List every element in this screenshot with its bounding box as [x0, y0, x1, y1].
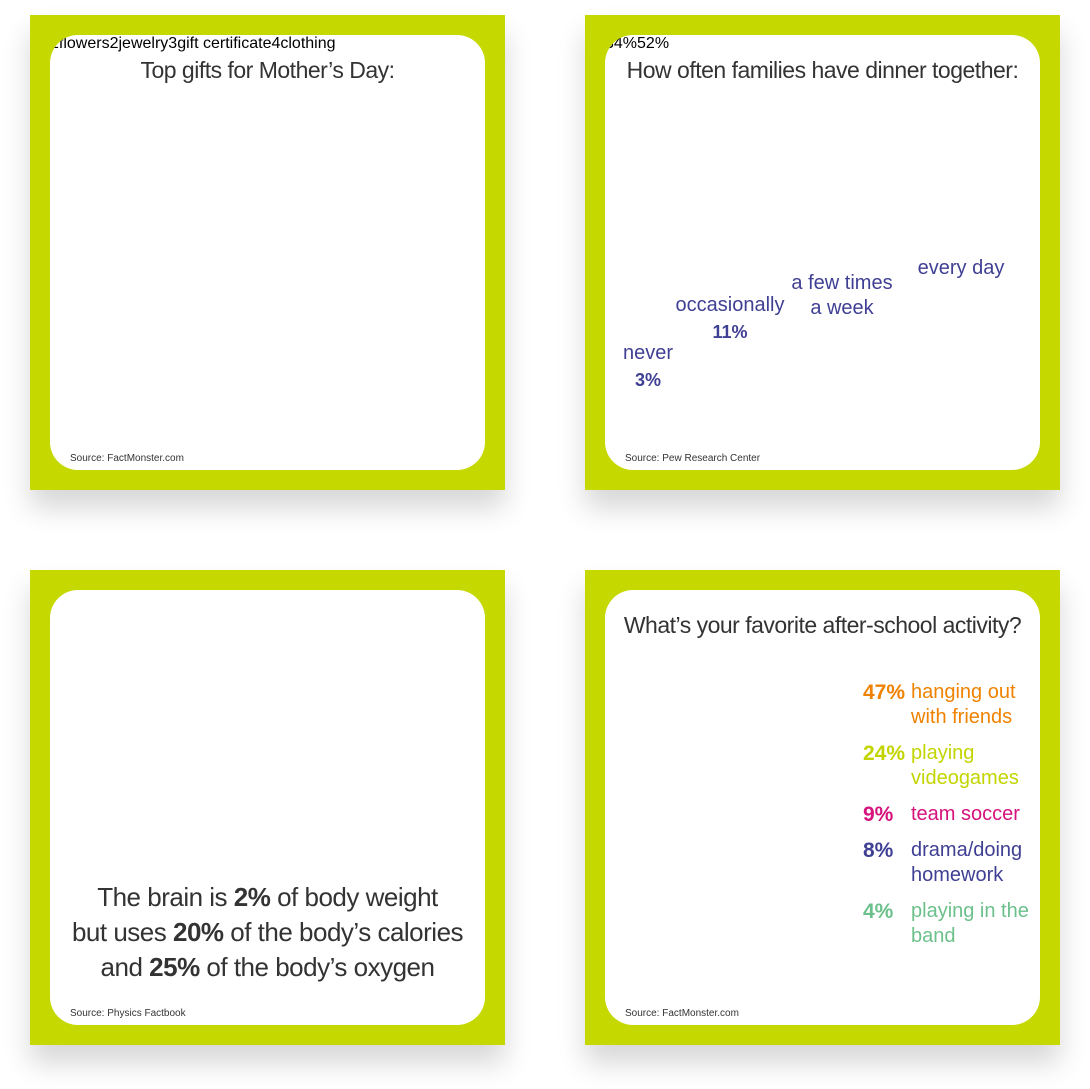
panel: 34%52% How often families have dinner tog…: [605, 35, 1040, 470]
bubble-label: every day: [891, 256, 1031, 281]
panel-frame: Source: Physics Factbook The brain is 2% …: [30, 570, 505, 1045]
rank-number: 1: [50, 35, 59, 52]
caption-text: but uses: [71, 917, 173, 947]
legend-label: team soccer: [911, 803, 1020, 825]
legend-item: 4% playing in the band: [863, 899, 1033, 949]
category-label: never: [622, 342, 674, 365]
caption-text: of body weight: [270, 882, 438, 912]
value-label: 52%: [637, 35, 670, 52]
caption-text: and: [100, 952, 150, 982]
caption-figure: 2%: [233, 882, 271, 912]
legend-value: 4%: [863, 900, 894, 923]
legend-item: 24% playing videogames: [863, 741, 1033, 791]
panel-graphic: 1flowers2jewelry3gift certificate4clothi…: [50, 35, 336, 53]
category-label: a few times a week: [791, 272, 893, 320]
value-label: 11%: [712, 321, 748, 342]
panel-source: Source: FactMonster.com: [625, 1008, 739, 1019]
legend-value: 47%: [863, 681, 906, 704]
legend-label: hanging out with friends: [911, 681, 1016, 728]
legend-value: 9%: [863, 803, 894, 826]
caption-text: The brain is: [97, 882, 234, 912]
panel-source: Source: Pew Research Center: [625, 453, 761, 464]
ranking-label: gift certificate: [177, 35, 272, 52]
panel-title: What’s your favorite after-school activi…: [623, 612, 1022, 638]
caption-figure: 20%: [172, 917, 224, 947]
panel-source: Source: Physics Factbook: [70, 1008, 186, 1019]
bubble-label: never 3%: [605, 341, 718, 391]
caption-line: and 25% of the body’s oxygen: [50, 952, 485, 983]
category-label: occasionally: [675, 293, 785, 316]
legend-label: playing in the band: [911, 900, 1029, 947]
panel-source: Source: FactMonster.com: [70, 453, 184, 464]
rank-number: 3: [168, 35, 178, 52]
caption-text: of the body’s calories: [223, 917, 464, 947]
panel: 1flowers2jewelry3gift certificate4clothi…: [50, 35, 485, 470]
value-label: 34%: [605, 35, 638, 52]
legend-label: playing videogames: [911, 742, 1019, 789]
panel: What’s your favorite after-school activi…: [605, 590, 1040, 1025]
legend-item: 47% hanging out with friends: [863, 680, 1033, 730]
rank-number: 2: [109, 35, 119, 52]
legend: 47% hanging out with friends 24% playing vi…: [863, 680, 1033, 960]
caption-line: The brain is 2% of body weight: [50, 882, 485, 913]
value-label: 3%: [634, 370, 661, 391]
panel-frame: What’s your favorite after-school activi…: [585, 570, 1060, 1045]
panel-title: How often families have dinner together:: [626, 57, 1019, 83]
legend-value: 8%: [863, 839, 894, 862]
caption-line: but uses 20% of the body’s calories: [50, 917, 485, 948]
panel-title: Top gifts for Mother’s Day:: [140, 57, 395, 83]
ranking-label: clothing: [280, 35, 336, 52]
caption-text: of the body’s oxygen: [199, 952, 435, 982]
legend-item: 9% team soccer: [863, 802, 1033, 827]
bubble-label: a few times a week: [772, 271, 912, 321]
caption-figure: 25%: [149, 952, 200, 982]
ranking-label: flowers: [58, 35, 110, 52]
legend-value: 24%: [863, 742, 906, 765]
rank-number: 4: [271, 35, 281, 52]
panel: Source: Physics Factbook The brain is 2% …: [50, 590, 485, 1025]
panel-frame: 1flowers2jewelry3gift certificate4clothi…: [30, 15, 505, 490]
category-label: every day: [917, 256, 1005, 279]
legend-item: 8% drama/doing homework: [863, 838, 1033, 888]
panel-frame: 34%52% How often families have dinner tog…: [585, 15, 1060, 490]
panel-graphic: 34%52%: [605, 35, 669, 53]
legend-label: drama/doing homework: [911, 839, 1023, 886]
ranking-label: jewelry: [118, 35, 169, 52]
bubble-label: occasionally 11%: [660, 293, 800, 343]
